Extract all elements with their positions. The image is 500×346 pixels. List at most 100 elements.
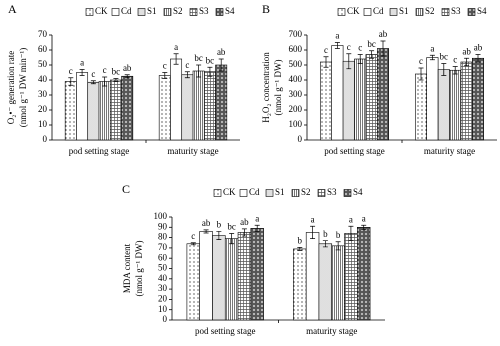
legend-swatch (265, 189, 274, 197)
bar (318, 243, 333, 321)
error-bar (124, 74, 130, 79)
bar (170, 58, 183, 141)
bar (331, 45, 344, 141)
x-tick-label: pod setting stage (69, 146, 130, 156)
error-bar (68, 77, 74, 86)
bar (354, 58, 367, 141)
y-tick-label: 0 (298, 134, 303, 144)
legend-label: S2 (173, 6, 183, 16)
legend-label: S2 (425, 6, 435, 16)
y-axis-label: (nmol g⁻¹ DW min⁻¹) (18, 48, 28, 127)
legend-swatch (467, 8, 476, 16)
error-bar (464, 57, 470, 67)
y-tick-label: 40 (158, 273, 168, 283)
legend-swatch (337, 8, 346, 16)
bar (426, 57, 439, 141)
bar (192, 70, 205, 141)
legend-swatch (215, 8, 224, 16)
significance-letter: a (255, 213, 259, 223)
legend-swatch (189, 8, 198, 16)
legend-label: CK (223, 187, 236, 197)
legend-swatch (213, 189, 222, 197)
significance-letter: bc (206, 55, 215, 65)
y-tick-label: 60 (38, 44, 48, 54)
legend-label: S4 (225, 6, 235, 16)
bar (64, 81, 77, 141)
error-bar (297, 247, 303, 251)
bar (199, 231, 213, 321)
significance-letter: bc (367, 39, 376, 49)
significance-letter: c (163, 61, 167, 71)
error-bar (323, 56, 329, 68)
error-bar (357, 54, 363, 64)
x-tick-label: pod setting stage (195, 326, 256, 336)
bar (449, 69, 462, 141)
error-bar (241, 228, 247, 237)
significance-letter: a (362, 213, 366, 223)
error-bar (429, 54, 435, 61)
bar (203, 71, 216, 141)
significance-letter: a (335, 31, 339, 41)
y-tick-label: 600 (289, 44, 303, 54)
bar (319, 61, 332, 141)
bar (305, 232, 320, 321)
bar (224, 238, 239, 321)
significance-letter: c (324, 45, 328, 55)
error-bar (203, 229, 209, 234)
y-tick-label: 10 (158, 304, 168, 314)
y-tick-label: 0 (43, 134, 48, 144)
y-axis-label: (nmol g⁻¹ DW) (134, 241, 144, 297)
legend-label: Cd (121, 6, 132, 16)
x-tick-label: maturity stage (167, 146, 218, 156)
significance-letter: ab (474, 43, 483, 53)
bar (212, 235, 226, 321)
bar (293, 248, 307, 321)
legend-label: Cd (373, 6, 384, 16)
y-axis-label: H₂O₂ concentration (261, 52, 271, 123)
y-tick-label: 90 (158, 221, 168, 231)
significance-letter: bc (227, 222, 236, 232)
legend-label: S1 (399, 6, 409, 16)
legend-swatch (363, 8, 372, 16)
y-tick-label: 70 (158, 242, 168, 252)
significance-letter: c (419, 56, 423, 66)
error-bar (310, 225, 316, 239)
significance-letter: ab (462, 46, 471, 56)
legend-label: S1 (147, 6, 157, 16)
y-tick-label: 0 (163, 314, 168, 324)
legend-label: S3 (451, 6, 461, 16)
y-tick-label: 100 (154, 211, 168, 221)
significance-letter: b (336, 230, 341, 240)
significance-letter: a (349, 214, 353, 224)
significance-letter: ab (217, 47, 226, 57)
error-bar (369, 50, 375, 59)
bar (87, 81, 100, 141)
y-tick-label: 30 (38, 89, 48, 99)
y-tick-label: 50 (38, 59, 48, 69)
y-tick-label: 100 (289, 119, 303, 129)
bar (121, 75, 134, 141)
error-bar (441, 63, 447, 76)
bar (331, 245, 345, 321)
x-tick-label: maturity stage (424, 146, 475, 156)
bar (186, 243, 200, 321)
significance-letter: bc (112, 67, 121, 77)
legend-swatch (111, 8, 120, 16)
bar (344, 233, 358, 321)
significance-letter: c (191, 231, 195, 241)
legend-label: S3 (199, 6, 209, 16)
legend-swatch (239, 189, 248, 197)
significance-letter: b (217, 219, 222, 229)
error-bar (452, 66, 458, 75)
error-bar (162, 72, 168, 79)
legend-swatch (85, 8, 94, 16)
bar (342, 60, 355, 141)
legend-swatch (389, 8, 398, 16)
bar (471, 57, 484, 141)
significance-letter: a (311, 214, 315, 224)
significance-letter: c (185, 60, 189, 70)
x-tick-label: maturity stage (306, 326, 357, 336)
error-bar (173, 53, 179, 65)
legend-swatch (163, 8, 172, 16)
error-bar (184, 71, 190, 79)
